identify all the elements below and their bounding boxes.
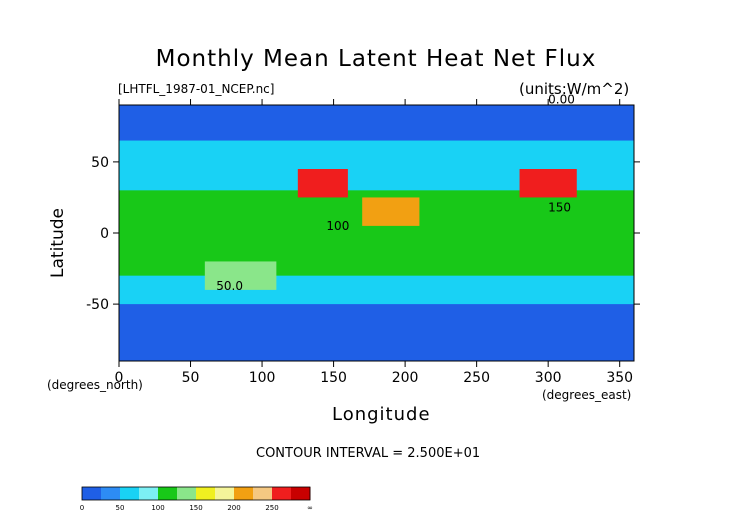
colorbar-label: 200 — [227, 504, 240, 512]
x-tick-label: 200 — [392, 370, 419, 386]
colorbar-label: ∞ — [307, 504, 313, 512]
y-tick-label: 0 — [100, 226, 109, 242]
y-tick-label: 50 — [91, 155, 109, 171]
units-label: (units:W/m^2) — [519, 80, 630, 98]
region-north-pacific-kuroshio — [297, 169, 348, 198]
plot-area — [119, 105, 634, 361]
region-southern-ocean — [119, 304, 634, 361]
colorbar-bin — [120, 487, 140, 500]
x-axis-label: Longitude — [332, 404, 431, 425]
colorbar-bin — [215, 487, 235, 500]
colorbar-bin — [139, 487, 159, 500]
contour-label: 150 — [548, 201, 571, 215]
colorbar-label: 250 — [265, 504, 278, 512]
colorbar-frame — [81, 486, 311, 501]
x-tick-label: 350 — [606, 370, 633, 386]
region-central-pacific — [362, 197, 420, 226]
colorbar: 0 50 100 150 200 250 ∞ — [80, 486, 313, 512]
x-tick-label: 250 — [463, 370, 490, 386]
y-ticks: -50 0 50 — [86, 155, 640, 313]
colorbar-bin — [196, 487, 216, 500]
contour-label: 50.0 — [216, 279, 243, 293]
y-axis-unit: (degrees_north) — [47, 378, 143, 392]
colorbar-bin — [158, 487, 178, 500]
colorbar-label: 0 — [80, 504, 84, 512]
x-tick-label: 300 — [535, 370, 562, 386]
x-tick-label: 100 — [249, 370, 276, 386]
region-north-atlantic-gulf-stream — [519, 169, 577, 198]
colorbar-bin — [101, 487, 121, 500]
y-tick-label: -50 — [86, 297, 109, 313]
contour-labels: 0.00 100 150 50.0 — [216, 93, 575, 293]
colorbar-bin — [177, 487, 197, 500]
colorbar-bin — [253, 487, 273, 500]
colorbar-label: 150 — [189, 504, 202, 512]
x-ticks: 0 50 100 150 200 250 300 350 — [115, 99, 633, 386]
x-tick-label: 50 — [182, 370, 200, 386]
contour-label: 100 — [326, 219, 349, 233]
chart-title: Monthly Mean Latent Heat Net Flux — [155, 46, 597, 72]
region-south-indian — [204, 261, 277, 290]
colorbar-label: 50 — [116, 504, 125, 512]
x-tick-label: 0 — [115, 370, 124, 386]
region-arctic — [119, 105, 634, 141]
contour-label: 0.00 — [548, 93, 575, 107]
x-axis-unit: (degrees_east) — [542, 388, 632, 402]
file-label: [LHTFL_1987-01_NCEP.nc] — [118, 82, 275, 96]
colorbar-bin — [234, 487, 254, 500]
x-tick-label: 150 — [320, 370, 347, 386]
colorbar-label: 100 — [151, 504, 164, 512]
contour-interval-text: CONTOUR INTERVAL = 2.500E+01 — [256, 446, 481, 461]
colorbar-bin — [82, 487, 102, 500]
colorbar-bin — [272, 487, 292, 500]
colorbar-bin — [291, 487, 311, 500]
